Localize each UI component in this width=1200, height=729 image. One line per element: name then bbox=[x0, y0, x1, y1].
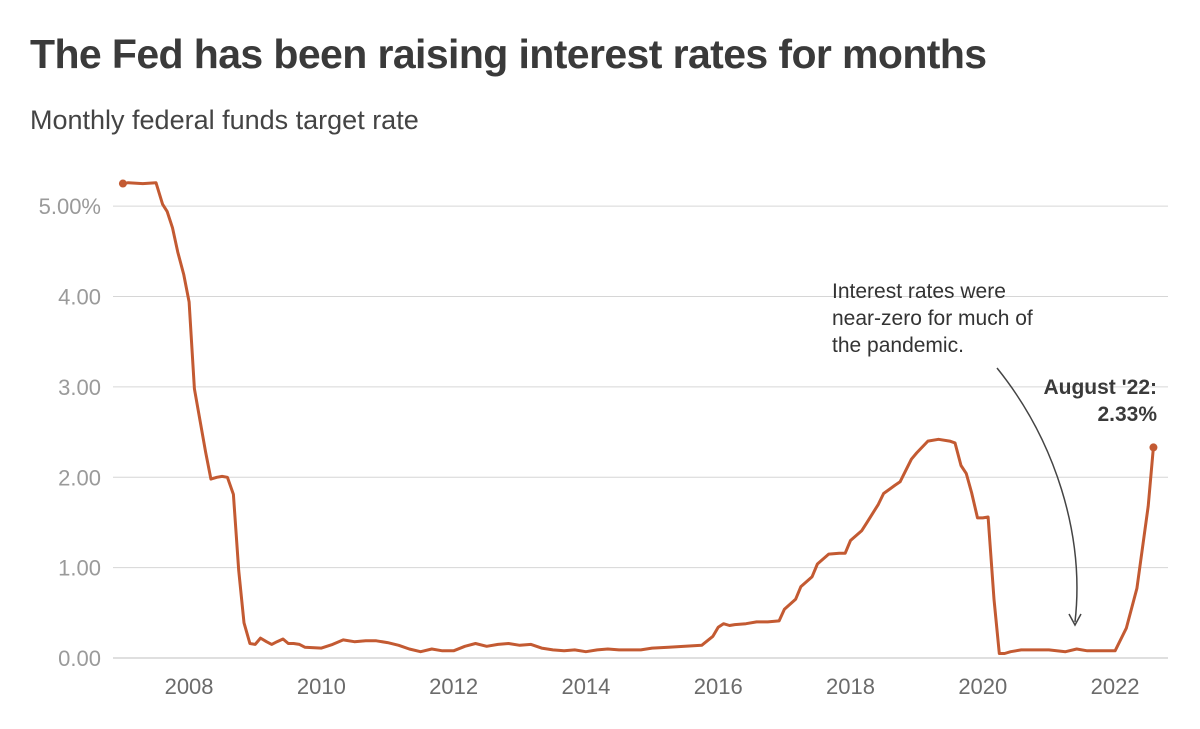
x-tick-label: 2010 bbox=[297, 674, 346, 699]
start-point bbox=[118, 179, 127, 188]
chart-title: The Fed has been raising interest rates … bbox=[30, 31, 987, 77]
pandemic-annotation: Interest rates were near-zero for much o… bbox=[832, 280, 1082, 627]
x-tick-label: 2018 bbox=[826, 674, 875, 699]
annotation-arrow-line bbox=[996, 367, 1078, 623]
end-point bbox=[1149, 443, 1158, 452]
annotation-line-3: the pandemic. bbox=[832, 334, 964, 357]
annotation-line-2: near-zero for much of bbox=[832, 307, 1033, 330]
y-tick-label: 1.00 bbox=[58, 556, 101, 581]
chart-subtitle: Monthly federal funds target rate bbox=[30, 105, 419, 135]
endpoint-label: August '22: 2.33% bbox=[1043, 376, 1157, 426]
annotation-line-1: Interest rates were bbox=[832, 280, 1006, 303]
y-tick-label: 5.00% bbox=[39, 194, 101, 219]
series-layer bbox=[118, 179, 1158, 655]
x-tick-label: 2014 bbox=[561, 674, 610, 699]
endpoint-label-date: August '22: bbox=[1043, 376, 1157, 399]
annotation-arrowhead-icon bbox=[1068, 613, 1082, 627]
x-tick-label: 2008 bbox=[165, 674, 214, 699]
x-tick-label: 2012 bbox=[429, 674, 478, 699]
x-axis-ticks: 2008 2010 2012 2014 2016 2018 2020 2022 bbox=[165, 674, 1140, 699]
endpoint-label-value: 2.33% bbox=[1097, 403, 1157, 426]
y-tick-label: 4.00 bbox=[58, 285, 101, 310]
x-tick-label: 2016 bbox=[694, 674, 743, 699]
y-tick-label: 3.00 bbox=[58, 375, 101, 400]
gridlines bbox=[113, 205, 1168, 659]
rate-series-line bbox=[121, 181, 1155, 655]
y-tick-label: 0.00 bbox=[58, 646, 101, 671]
y-axis-ticks: 0.00 1.00 2.00 3.00 4.00 5.00% bbox=[39, 194, 101, 671]
x-tick-label: 2022 bbox=[1091, 674, 1140, 699]
x-tick-label: 2020 bbox=[958, 674, 1007, 699]
y-tick-label: 2.00 bbox=[58, 465, 101, 490]
